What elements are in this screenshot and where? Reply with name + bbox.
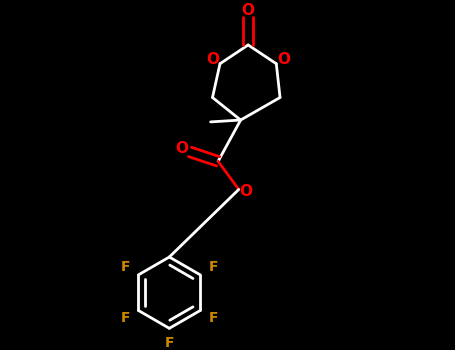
- Text: F: F: [121, 311, 130, 325]
- Text: F: F: [208, 260, 218, 274]
- Text: F: F: [121, 260, 130, 274]
- Text: O: O: [239, 184, 252, 199]
- Text: O: O: [206, 52, 219, 68]
- Text: O: O: [277, 52, 290, 68]
- Text: F: F: [165, 336, 174, 350]
- Text: O: O: [175, 141, 188, 156]
- Text: F: F: [208, 311, 218, 325]
- Text: O: O: [242, 2, 255, 18]
